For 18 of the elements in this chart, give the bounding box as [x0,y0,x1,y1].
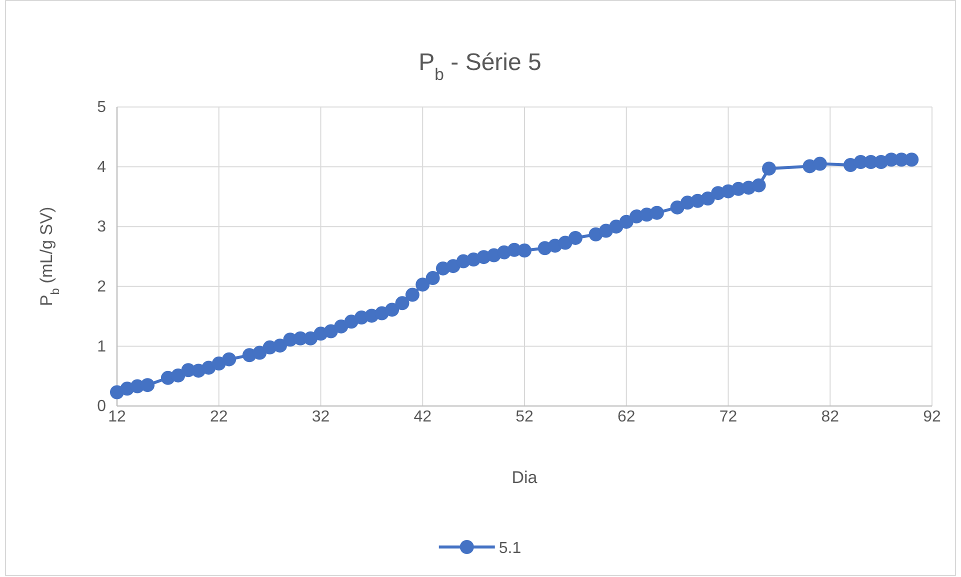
x-tick-label: 22 [210,408,228,426]
x-tick-label: 92 [923,408,941,426]
y-tick-label: 2 [97,278,106,296]
chart-title: P$_{b}$ - Série 5 [418,49,542,84]
y-tick-label: 5 [97,99,106,116]
legend-label: 5.1 [498,540,522,557]
x-axis-title: Dia [512,468,538,487]
x-tick-label: 52 [516,408,534,426]
y-tick-label: 4 [97,158,106,176]
x-tick-label: 82 [821,408,840,426]
x-tick-label: 42 [414,408,432,426]
x-tick-label: 72 [719,408,738,426]
x-tick-label: 12 [108,408,126,426]
y-tick-label: 0 [97,398,106,416]
x-tick-label: 62 [617,408,636,426]
y-tick-label: 1 [97,338,106,356]
y-tick-label: 3 [97,218,106,236]
x-tick-label: 32 [312,408,330,426]
